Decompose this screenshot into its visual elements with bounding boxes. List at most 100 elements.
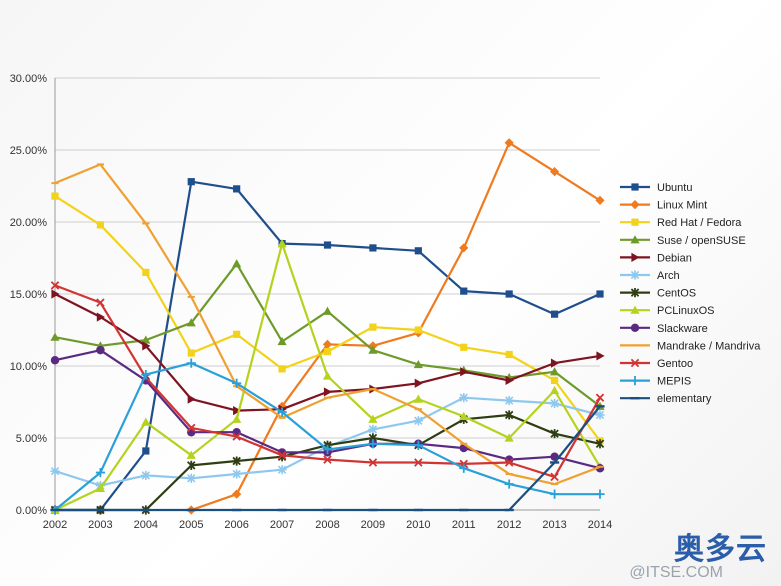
- series-linux-mint: [186, 138, 605, 515]
- legend-label-pclinuxos: PCLinuxOS: [657, 305, 714, 317]
- x-tick-label-2007: 2007: [270, 519, 294, 531]
- y-tick-label-0: 0.00%: [16, 505, 47, 517]
- point-pclinuxos-2011: [459, 411, 469, 420]
- legend-label-red-hat-fedora: Red Hat / Fedora: [657, 217, 742, 229]
- point-mepis-2009: [368, 439, 378, 449]
- point-suse-opensuse-2013: [549, 367, 560, 376]
- legend-marker-red-hat-fedora: [631, 218, 639, 226]
- point-red-hat-fedora-2010: [414, 326, 422, 334]
- legend-item-mandrake-mandriva: Mandrake / Mandriva: [620, 340, 761, 352]
- point-pclinuxos-2005: [186, 450, 196, 459]
- x-tick-label-2014: 2014: [588, 519, 612, 531]
- legend-label-slackware: Slackware: [657, 323, 708, 335]
- point-debian-2004: [142, 341, 151, 351]
- legend-marker-debian: [631, 252, 640, 262]
- point-pclinuxos-2003: [95, 483, 106, 492]
- y-tick-label-4: 20.00%: [10, 217, 48, 229]
- point-linux-mint-2008: [322, 339, 333, 349]
- legend-marker-ubuntu: [631, 183, 639, 191]
- legend-label-mandrake-mandriva: Mandrake / Mandriva: [657, 340, 761, 352]
- legend-item-arch: Arch: [620, 270, 680, 282]
- point-gentoo-2013: [550, 472, 559, 482]
- series-mepis: [50, 358, 605, 515]
- legend-marker-mepis: [630, 376, 640, 386]
- point-arch-2010: [413, 416, 423, 426]
- x-tick-label-2010: 2010: [406, 519, 430, 531]
- series-suse-opensuse: [50, 259, 605, 410]
- x-tick-label-2006: 2006: [224, 519, 248, 531]
- point-slackware-2003: [96, 345, 105, 355]
- series-mandrake-mandriva: [51, 163, 604, 486]
- point-ubuntu-2008: [323, 241, 332, 249]
- legend-label-suse-opensuse: Suse / openSUSE: [657, 235, 746, 247]
- legend-item-elementary: elementary: [620, 393, 712, 405]
- point-debian-2003: [96, 312, 106, 322]
- point-linux-mint-2013: [549, 167, 560, 177]
- point-suse-opensuse-2008: [322, 306, 333, 315]
- series-red-hat-fedora: [51, 192, 604, 445]
- legend-marker-gentoo: [630, 358, 640, 368]
- legend-label-linux-mint: Linux Mint: [657, 200, 707, 212]
- point-red-hat-fedora-2002: [51, 192, 59, 200]
- legend-item-ubuntu: Ubuntu: [620, 182, 692, 194]
- point-pclinuxos-2010: [413, 394, 423, 403]
- point-mepis-2007: [277, 407, 287, 417]
- point-mepis-2004: [141, 370, 151, 380]
- point-suse-opensuse-2010: [413, 359, 423, 369]
- point-gentoo-2006: [232, 432, 241, 441]
- x-tick-label-2004: 2004: [134, 519, 158, 531]
- x-tick-label-2008: 2008: [315, 519, 339, 531]
- point-arch-2006: [232, 469, 242, 479]
- point-gentoo-2009: [368, 458, 378, 467]
- point-gentoo-2014: [595, 393, 605, 402]
- series-debian: [51, 289, 605, 416]
- point-suse-opensuse-2007: [277, 336, 287, 346]
- point-linux-mint-2012: [504, 138, 514, 148]
- legend-item-pclinuxos: PCLinuxOS: [620, 305, 714, 317]
- point-debian-2011: [460, 367, 469, 377]
- point-linux-mint-2006: [232, 489, 242, 499]
- legend-label-arch: Arch: [657, 270, 680, 282]
- legend-item-debian: Debian: [620, 252, 692, 264]
- point-arch-2013: [549, 398, 560, 409]
- point-pclinuxos-2009: [368, 414, 378, 423]
- point-arch-2005: [186, 473, 196, 483]
- legend-item-centos: CentOS: [620, 288, 696, 300]
- legend-label-ubuntu: Ubuntu: [657, 182, 692, 194]
- legend-item-red-hat-fedora: Red Hat / Fedora: [620, 217, 742, 229]
- point-pclinuxos-2006: [232, 414, 242, 423]
- point-ubuntu-2004: [142, 447, 150, 455]
- legend: Ubuntu Linux Mint Red Hat / Fedora Suse / o…: [620, 182, 761, 405]
- x-tick-label-2013: 2013: [542, 519, 566, 531]
- point-arch-2011: [459, 393, 469, 403]
- point-centos-2014: [595, 439, 605, 449]
- point-ubuntu-2011: [460, 287, 468, 295]
- point-red-hat-fedora-2003: [96, 221, 105, 229]
- point-arch-2007: [277, 465, 287, 475]
- point-ubuntu-2013: [550, 310, 559, 318]
- point-red-hat-fedora-2009: [369, 323, 377, 331]
- legend-item-mepis: MEPIS: [620, 376, 691, 388]
- y-tick-label-5: 25.00%: [10, 145, 48, 157]
- legend-item-gentoo: Gentoo: [620, 358, 693, 370]
- point-debian-2014: [596, 351, 605, 361]
- point-red-hat-fedora-2011: [460, 343, 468, 351]
- point-red-hat-fedora-2005: [187, 349, 195, 357]
- point-red-hat-fedora-2004: [142, 268, 150, 276]
- point-mepis-2013: [549, 489, 560, 499]
- legend-label-elementary: elementary: [657, 393, 712, 405]
- point-mepis-2006: [232, 378, 242, 388]
- point-debian-2012: [505, 375, 514, 385]
- point-pclinuxos-2007: [277, 239, 287, 248]
- point-red-hat-fedora-2007: [278, 365, 286, 373]
- point-debian-2010: [414, 378, 423, 388]
- point-gentoo-2007: [277, 451, 287, 460]
- point-debian-2002: [51, 289, 60, 299]
- point-mepis-2014: [595, 489, 605, 499]
- legend-label-gentoo: Gentoo: [657, 358, 693, 370]
- legend-marker-slackware: [630, 323, 640, 332]
- point-suse-opensuse-2005: [186, 318, 196, 327]
- point-arch-2012: [504, 395, 514, 406]
- point-pclinuxos-2013: [549, 385, 560, 395]
- point-gentoo-2010: [414, 458, 423, 467]
